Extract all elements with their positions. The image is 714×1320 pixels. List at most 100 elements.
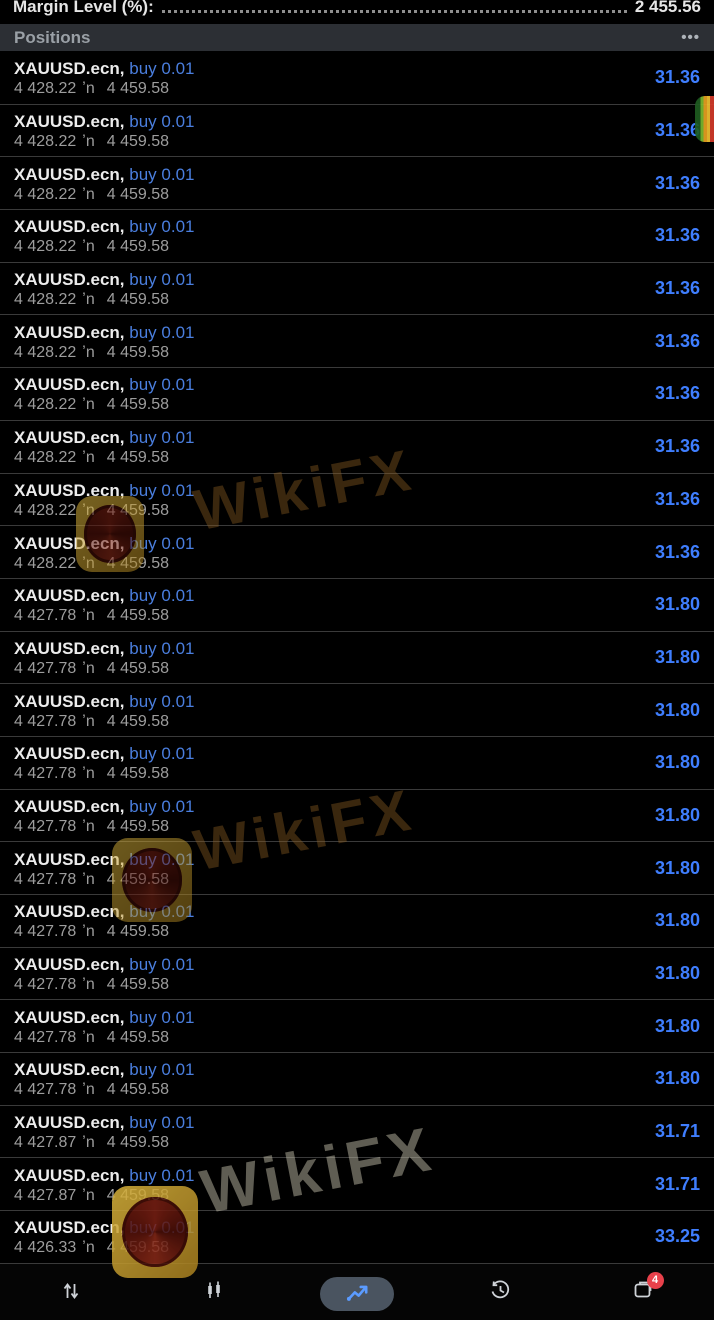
position-volume: 0.01 — [161, 638, 195, 658]
open-price: 4 427.87 — [14, 1134, 77, 1152]
position-info: XAUUSD.ecn, buy 0.01 4 427.78 ʼn 4 459.58 — [14, 637, 608, 678]
position-info: XAUUSD.ecn, buy 0.01 4 428.22 ʼn 4 459.58 — [14, 268, 608, 309]
ellipsis-menu-icon[interactable]: ••• — [681, 28, 700, 46]
position-symbol: XAUUSD.ecn, — [14, 796, 125, 816]
position-row[interactable]: XAUUSD.ecn, buy 0.01 4 427.78 ʼn 4 459.58 … — [0, 1053, 714, 1106]
position-row[interactable]: XAUUSD.ecn, buy 0.01 4 427.87 ʼn 4 459.58 … — [0, 1106, 714, 1159]
position-prices: 4 426.33 ʼn 4 459.58 — [14, 1238, 608, 1257]
position-row[interactable]: XAUUSD.ecn, buy 0.01 4 427.78 ʼn 4 459.58 … — [0, 632, 714, 685]
position-side: buy — [129, 1113, 157, 1133]
trend-line-icon — [346, 1285, 368, 1301]
position-profit: 31.36 — [654, 67, 700, 88]
current-price: 4 459.58 — [106, 133, 170, 151]
position-info: XAUUSD.ecn, buy 0.01 4 427.78 ʼn 4 459.58 — [14, 953, 608, 994]
position-symbol: XAUUSD.ecn, — [14, 691, 125, 711]
price-arrow: ʼn — [82, 80, 95, 98]
position-prices: 4 428.22 ʼn 4 459.58 — [14, 132, 608, 151]
open-price: 4 428.22 — [14, 133, 77, 151]
position-symbol: XAUUSD.ecn, — [14, 112, 125, 132]
position-row[interactable]: XAUUSD.ecn, buy 0.01 4 427.78 ʼn 4 459.58 … — [0, 842, 714, 895]
position-symbol: XAUUSD.ecn, — [14, 1113, 125, 1133]
position-row[interactable]: XAUUSD.ecn, buy 0.01 4 428.22 ʼn 4 459.58 … — [0, 52, 714, 105]
position-volume: 0.01 — [161, 1060, 195, 1080]
price-arrow: ʼn — [82, 291, 95, 309]
price-arrow: ʼn — [82, 1239, 95, 1257]
position-row[interactable]: XAUUSD.ecn, buy 0.01 4 427.78 ʼn 4 459.58 … — [0, 790, 714, 843]
position-profit: 33.25 — [654, 1226, 700, 1247]
position-side: buy — [129, 691, 157, 711]
position-info: XAUUSD.ecn, buy 0.01 4 428.22 ʼn 4 459.58 — [14, 57, 608, 98]
position-symbol: XAUUSD.ecn, — [14, 428, 125, 448]
position-info: XAUUSD.ecn, buy 0.01 4 427.78 ʼn 4 459.58 — [14, 1058, 608, 1099]
position-row[interactable]: XAUUSD.ecn, buy 0.01 4 427.78 ʼn 4 459.58 … — [0, 1000, 714, 1054]
position-side: buy — [129, 428, 157, 448]
position-side: buy — [129, 270, 157, 290]
position-row[interactable]: XAUUSD.ecn, buy 0.01 4 428.22 ʼn 4 459.58 … — [0, 421, 714, 474]
position-volume: 0.01 — [161, 955, 195, 975]
position-prices: 4 427.78 ʼn 4 459.58 — [14, 712, 608, 731]
open-price: 4 427.78 — [14, 659, 77, 677]
position-volume: 0.01 — [161, 796, 195, 816]
current-price: 4 459.58 — [106, 607, 170, 625]
position-row[interactable]: XAUUSD.ecn, buy 0.01 4 428.22 ʼn 4 459.58 … — [0, 368, 714, 421]
open-price: 4 427.78 — [14, 1028, 77, 1046]
position-prices: 4 428.22 ʼn 4 459.58 — [14, 343, 608, 362]
price-arrow: ʼn — [82, 976, 95, 994]
position-row[interactable]: XAUUSD.ecn, buy 0.01 4 427.78 ʼn 4 459.58 … — [0, 737, 714, 790]
position-row[interactable]: XAUUSD.ecn, buy 0.01 4 426.33 ʼn 4 459.58 … — [0, 1211, 714, 1264]
current-price: 4 459.58 — [106, 449, 170, 467]
open-price: 4 428.22 — [14, 396, 77, 414]
tab-messages[interactable]: 4 — [571, 1264, 714, 1320]
position-volume: 0.01 — [161, 1218, 195, 1238]
position-side: buy — [129, 1007, 157, 1027]
position-side: buy — [129, 1060, 157, 1080]
position-profit: 31.80 — [654, 857, 700, 878]
price-arrow: ʼn — [82, 343, 95, 361]
position-row[interactable]: XAUUSD.ecn, buy 0.01 4 427.78 ʼn 4 459.58 … — [0, 579, 714, 632]
current-price: 4 459.58 — [106, 817, 170, 835]
position-profit: 31.71 — [654, 1121, 700, 1142]
position-volume: 0.01 — [161, 902, 195, 922]
open-price: 4 428.22 — [14, 291, 77, 309]
position-row[interactable]: XAUUSD.ecn, buy 0.01 4 427.78 ʼn 4 459.58 … — [0, 684, 714, 737]
position-side: buy — [129, 796, 157, 816]
position-row[interactable]: XAUUSD.ecn, buy 0.01 4 428.22 ʼn 4 459.58 … — [0, 474, 714, 527]
price-arrow: ʼn — [82, 659, 95, 677]
price-arrow: ʼn — [82, 923, 95, 941]
position-info: XAUUSD.ecn, buy 0.01 4 428.22 ʼn 4 459.58 — [14, 110, 608, 151]
position-prices: 4 427.78 ʼn 4 459.58 — [14, 659, 608, 678]
tab-history[interactable] — [428, 1264, 571, 1320]
position-row[interactable]: XAUUSD.ecn, buy 0.01 4 428.22 ʼn 4 459.58 … — [0, 105, 714, 158]
margin-level-label: Margin Level (%): — [13, 0, 154, 16]
position-row[interactable]: XAUUSD.ecn, buy 0.01 4 427.87 ʼn 4 459.58 … — [0, 1158, 714, 1212]
position-row[interactable]: XAUUSD.ecn, buy 0.01 4 428.22 ʼn 4 459.58 … — [0, 157, 714, 211]
position-row[interactable]: XAUUSD.ecn, buy 0.01 4 428.22 ʼn 4 459.58 … — [0, 210, 714, 263]
open-price: 4 428.22 — [14, 554, 77, 572]
position-profit: 31.80 — [654, 1015, 700, 1036]
position-info: XAUUSD.ecn, buy 0.01 4 427.78 ʼn 4 459.58 — [14, 795, 608, 836]
position-side: buy — [129, 1165, 157, 1185]
tab-quotes[interactable] — [0, 1264, 143, 1320]
positions-list: XAUUSD.ecn, buy 0.01 4 428.22 ʼn 4 459.58 … — [0, 52, 714, 1264]
position-symbol: XAUUSD.ecn, — [14, 1007, 125, 1027]
position-row[interactable]: XAUUSD.ecn, buy 0.01 4 428.22 ʼn 4 459.58 … — [0, 315, 714, 369]
position-prices: 4 427.78 ʼn 4 459.58 — [14, 975, 608, 994]
position-prices: 4 428.22 ʼn 4 459.58 — [14, 79, 608, 98]
current-price: 4 459.58 — [106, 343, 170, 361]
position-row[interactable]: XAUUSD.ecn, buy 0.01 4 427.78 ʼn 4 459.58 … — [0, 948, 714, 1001]
position-profit: 31.36 — [654, 330, 700, 351]
price-arrow: ʼn — [82, 1028, 95, 1046]
price-arrow: ʼn — [82, 449, 95, 467]
position-prices: 4 427.78 ʼn 4 459.58 — [14, 606, 608, 625]
open-price: 4 427.78 — [14, 976, 77, 994]
positions-header-bar: Positions ••• — [0, 24, 714, 51]
position-volume: 0.01 — [161, 744, 195, 764]
position-volume: 0.01 — [161, 691, 195, 711]
tab-trade[interactable] — [286, 1264, 429, 1320]
position-row[interactable]: XAUUSD.ecn, buy 0.01 4 428.22 ʼn 4 459.58 … — [0, 526, 714, 579]
current-price: 4 459.58 — [106, 501, 170, 519]
position-row[interactable]: XAUUSD.ecn, buy 0.01 4 427.78 ʼn 4 459.58 … — [0, 895, 714, 948]
position-side: buy — [129, 59, 157, 79]
position-row[interactable]: XAUUSD.ecn, buy 0.01 4 428.22 ʼn 4 459.58 … — [0, 263, 714, 316]
tab-charts[interactable] — [143, 1264, 286, 1320]
